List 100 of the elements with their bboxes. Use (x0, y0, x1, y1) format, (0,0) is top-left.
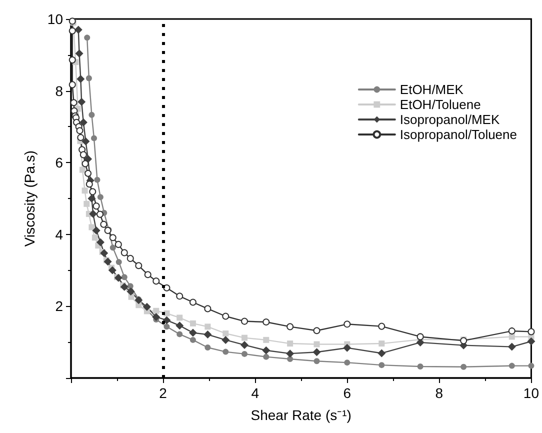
x-tick-label: 8 (435, 385, 444, 401)
point (68, 27, 76, 34)
point (508, 342, 516, 351)
point (88, 112, 95, 118)
y-axis-title: Viscosity (Pa.s) (22, 150, 38, 247)
x-tick-label: 6 (343, 385, 352, 401)
point (378, 340, 385, 347)
point (190, 320, 196, 326)
point (121, 274, 128, 280)
legend-label: Isopropanol/Toluene (400, 127, 518, 142)
point (528, 362, 534, 369)
y-tick-label: 4 (55, 226, 64, 242)
point (344, 320, 351, 328)
point (86, 180, 93, 188)
x-axis-title: Shear Rate (s⁻¹) (250, 407, 352, 423)
point (80, 151, 87, 158)
point (116, 259, 122, 266)
y-tick-label: 2 (55, 298, 64, 314)
x-tick-label: 10 (523, 385, 540, 401)
point (114, 240, 122, 248)
point (286, 350, 294, 358)
point (76, 74, 85, 83)
point (240, 340, 248, 349)
point (241, 318, 248, 325)
point (110, 244, 116, 251)
point (162, 316, 171, 324)
point (343, 344, 352, 352)
point (68, 81, 76, 88)
point (100, 249, 108, 258)
point (378, 362, 385, 368)
point (68, 56, 76, 64)
point (344, 360, 350, 366)
point (82, 188, 88, 194)
point (313, 327, 320, 334)
point (91, 135, 98, 142)
point (144, 271, 152, 278)
point (92, 226, 100, 234)
x-tick-label: 4 (251, 385, 260, 401)
y-tick-label: 6 (55, 154, 64, 171)
point (460, 364, 467, 370)
point (528, 328, 535, 336)
point (263, 354, 270, 360)
point (120, 249, 128, 256)
point (74, 26, 82, 34)
point (188, 328, 197, 337)
point (96, 210, 104, 218)
point (96, 238, 104, 246)
point (222, 348, 229, 355)
y-tick-label: 8 (55, 82, 64, 99)
point (100, 220, 108, 228)
point (152, 312, 160, 321)
point (242, 350, 248, 357)
point (109, 234, 116, 242)
point (152, 278, 160, 285)
y-tick-label: 10 (47, 11, 64, 27)
point (142, 302, 151, 311)
point (176, 292, 184, 300)
point (78, 98, 86, 106)
point (314, 341, 320, 348)
point (287, 356, 294, 362)
point (189, 298, 196, 306)
point (262, 318, 270, 326)
legend-label: EtOH/MEK (400, 82, 464, 97)
point (222, 330, 229, 336)
point (204, 330, 212, 339)
point (75, 49, 84, 58)
point (76, 127, 84, 134)
point (128, 294, 134, 300)
point (508, 362, 515, 369)
point (164, 324, 170, 330)
point (176, 331, 183, 338)
point (108, 266, 116, 274)
point (84, 34, 90, 41)
point (378, 322, 386, 330)
point (527, 337, 536, 346)
point (222, 336, 230, 344)
point (378, 349, 386, 358)
point (82, 137, 90, 146)
point (135, 262, 142, 270)
point (79, 118, 88, 126)
point (126, 254, 134, 262)
point (153, 308, 160, 314)
point (80, 166, 86, 173)
point (70, 99, 78, 106)
point (92, 234, 98, 241)
point (262, 346, 270, 354)
point (417, 364, 424, 370)
point (89, 210, 98, 218)
point (314, 358, 320, 364)
point (104, 258, 112, 266)
point (222, 312, 230, 320)
point (263, 336, 270, 343)
point (204, 344, 211, 350)
point (508, 334, 515, 340)
point (86, 75, 92, 82)
point (204, 324, 211, 330)
point (287, 340, 294, 347)
point (94, 176, 100, 183)
x-tick-label: 2 (159, 385, 168, 401)
point (88, 194, 96, 202)
